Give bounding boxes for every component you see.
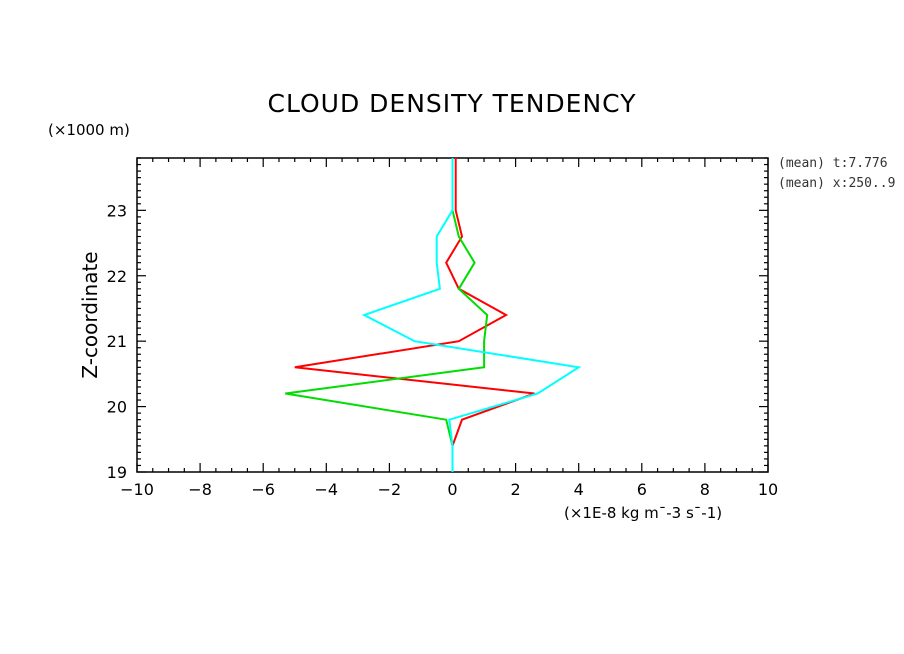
x-tick-label: −2 bbox=[378, 480, 402, 499]
info-line-x: (mean) x:250..9 bbox=[778, 176, 895, 191]
x-tick-label: 10 bbox=[758, 480, 778, 499]
y-tick-label: 21 bbox=[107, 332, 127, 351]
x-tick-label: 4 bbox=[574, 480, 584, 499]
y-tick-label: 22 bbox=[107, 267, 127, 286]
y-tick-label: 20 bbox=[107, 398, 127, 417]
chart-title: CLOUD DENSITY TENDENCY bbox=[268, 89, 637, 118]
y-tick-label: 23 bbox=[107, 201, 127, 220]
x-tick-label: 8 bbox=[700, 480, 710, 499]
y-axis-unit: (×1000 m) bbox=[48, 121, 130, 139]
x-tick-label: 6 bbox=[637, 480, 647, 499]
x-tick-label: 2 bbox=[511, 480, 521, 499]
y-axis-label: Z-coordinate bbox=[78, 251, 102, 378]
series-line-1 bbox=[294, 158, 535, 472]
x-tick-label: −8 bbox=[188, 480, 212, 499]
plot-series bbox=[285, 158, 582, 472]
x-tick-label: −6 bbox=[251, 480, 275, 499]
x-tick-label: −10 bbox=[120, 480, 154, 499]
x-tick-label: 0 bbox=[447, 480, 457, 499]
series-line-2 bbox=[285, 158, 489, 472]
x-tick-label: −4 bbox=[315, 480, 339, 499]
y-tick-label: 19 bbox=[107, 463, 127, 482]
info-line-time: (mean) t:7.776 bbox=[778, 156, 888, 171]
series-line-3 bbox=[361, 158, 582, 472]
x-axis-unit: (×1E-8 kg m¯-3 s¯-1) bbox=[564, 504, 722, 522]
plot-axes: −10 −8 −6 −4 −2 0 2 4 6 8 10 19 20 21 22 23 bbox=[107, 157, 778, 499]
